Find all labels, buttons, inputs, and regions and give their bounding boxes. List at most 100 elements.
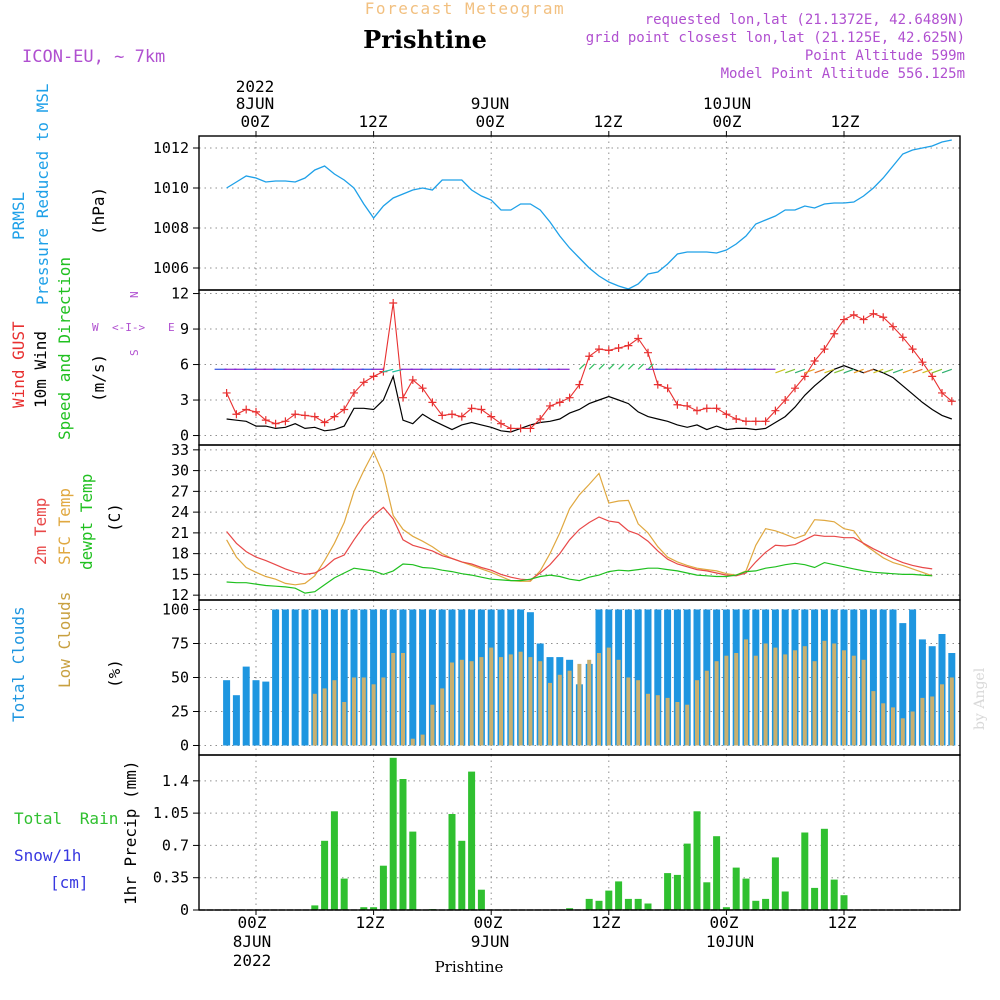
rain-bar bbox=[644, 903, 652, 910]
gust-marker bbox=[722, 410, 731, 419]
low-clouds-bar bbox=[577, 663, 582, 746]
y-tick-label: 18 bbox=[171, 545, 189, 563]
total-clouds-label: Total Clouds bbox=[9, 606, 28, 722]
total-clouds-bar bbox=[664, 609, 672, 746]
gust-marker bbox=[320, 418, 329, 427]
rain-bar bbox=[752, 900, 760, 910]
gust-marker bbox=[683, 401, 692, 410]
rain-bar bbox=[360, 907, 368, 910]
panel-frame bbox=[198, 289, 961, 446]
y-tick-label: 12 bbox=[171, 285, 189, 303]
bottom-year-label: 2022 bbox=[233, 951, 272, 970]
rain-bar bbox=[409, 831, 417, 910]
low-clouds-bar bbox=[910, 711, 915, 746]
total-clouds-bar bbox=[252, 680, 260, 746]
low-clouds-bar bbox=[597, 653, 601, 746]
top-hour-label: 12Z bbox=[594, 112, 623, 131]
rain-bar bbox=[771, 857, 779, 910]
wind-speed-line bbox=[226, 365, 953, 433]
rain-bar bbox=[448, 814, 456, 910]
gust-marker bbox=[310, 412, 319, 421]
wind-direction-arrow bbox=[637, 363, 645, 370]
wind-direction-arrow bbox=[804, 368, 815, 374]
gust-marker bbox=[389, 299, 398, 308]
total-clouds-bar bbox=[223, 680, 231, 746]
gust-marker bbox=[761, 417, 770, 426]
requested-coords: requested lon,lat (21.1372E, 42.6489N) bbox=[645, 12, 965, 28]
low-clouds-bar bbox=[361, 677, 366, 746]
total-clouds-bar bbox=[673, 609, 681, 746]
y-tick-label: 100 bbox=[162, 601, 189, 619]
total-clouds-bar bbox=[340, 609, 348, 746]
gust-marker bbox=[555, 398, 564, 407]
gust-marker bbox=[546, 401, 554, 410]
low-clouds-bar bbox=[734, 653, 739, 746]
rain-bar bbox=[722, 907, 730, 910]
gust-marker bbox=[242, 405, 251, 414]
model-label: ICON-EU, ~ 7km bbox=[22, 47, 165, 67]
wind-direction-arrow bbox=[834, 368, 845, 374]
total-clouds-bar bbox=[262, 681, 270, 746]
rain-bar bbox=[820, 828, 828, 910]
pressure-label-line2: Pressure Reduced to MSL bbox=[33, 83, 52, 305]
low-clouds-bar bbox=[381, 677, 386, 746]
top-hour-label: 00Z bbox=[713, 112, 742, 131]
gust-marker bbox=[820, 345, 829, 354]
rain-bar bbox=[683, 843, 691, 910]
total-clouds-bar bbox=[654, 609, 662, 746]
compass-north: N bbox=[128, 291, 141, 298]
wind-direction-arrow bbox=[912, 368, 923, 374]
low-clouds-bar bbox=[802, 646, 807, 746]
y-tick-label: 1008 bbox=[153, 219, 189, 237]
y-tick-label: 1.4 bbox=[162, 772, 189, 790]
dew-label: dewpt Temp bbox=[77, 474, 96, 570]
y-tick-label: 21 bbox=[171, 524, 189, 542]
gust-marker bbox=[340, 405, 349, 414]
low-clouds-bar bbox=[812, 661, 817, 746]
low-clouds-bar bbox=[783, 654, 788, 746]
wind-direction-arrow bbox=[627, 363, 635, 370]
y-tick-label: 24 bbox=[171, 503, 189, 521]
rain-bar bbox=[713, 836, 721, 910]
bottom-date-10jun: 10JUN bbox=[706, 932, 754, 951]
gust-marker bbox=[849, 310, 858, 319]
gust-marker bbox=[457, 412, 466, 421]
snow-label: Snow/1h bbox=[14, 846, 81, 865]
gridpoint-coords: grid point closest lon,lat (21.125E, 42.… bbox=[586, 30, 965, 46]
low-clouds-bar bbox=[675, 702, 680, 746]
gust-marker bbox=[585, 352, 594, 361]
top-hour-label: 00Z bbox=[241, 112, 270, 131]
rain-bar bbox=[781, 891, 789, 910]
low-clouds-bar bbox=[949, 677, 954, 746]
low-clouds-bar bbox=[401, 653, 405, 746]
gust-marker bbox=[369, 372, 378, 381]
low-clouds-bar bbox=[763, 643, 768, 746]
wind-direction-arrow bbox=[902, 368, 913, 374]
gust-marker bbox=[408, 375, 417, 384]
total-clouds-bar bbox=[693, 609, 701, 746]
top-date-9jun: 9JUN bbox=[471, 94, 510, 113]
gust-marker bbox=[653, 380, 662, 389]
gust-marker bbox=[663, 384, 672, 393]
low-clouds-bar bbox=[753, 655, 758, 746]
rain-bar bbox=[634, 898, 642, 910]
y-tick-label: 0 bbox=[180, 736, 189, 754]
top-date-10jun: 10JUN bbox=[703, 94, 751, 113]
low-clouds-bar bbox=[518, 651, 523, 746]
low-clouds-bar bbox=[430, 704, 435, 746]
low-clouds-bar bbox=[567, 670, 572, 746]
gust-marker bbox=[702, 404, 711, 413]
total-clouds-bar bbox=[438, 609, 446, 746]
low-clouds-bar bbox=[352, 677, 356, 746]
y-tick-label: 1.05 bbox=[153, 804, 189, 822]
rain-bar bbox=[321, 840, 329, 910]
rain-bar bbox=[311, 905, 319, 910]
gust-marker bbox=[693, 406, 701, 415]
total-clouds-bar bbox=[644, 609, 652, 746]
t2m-line bbox=[226, 506, 933, 581]
rain-bar bbox=[762, 898, 770, 910]
pressure-unit: (hPa) bbox=[89, 187, 108, 235]
bottom-hour-label: 00Z bbox=[710, 913, 739, 932]
wind-direction-arrow bbox=[883, 368, 894, 374]
low-clouds-bar bbox=[685, 704, 690, 746]
